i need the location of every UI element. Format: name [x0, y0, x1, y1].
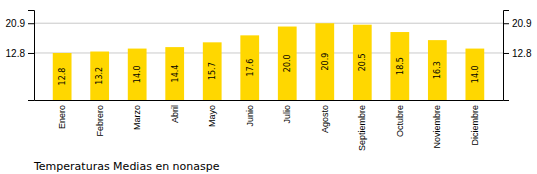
y2-tick: 20.9	[503, 18, 532, 29]
bar	[165, 47, 184, 100]
x-tick: Mayo	[207, 105, 217, 127]
bar	[390, 32, 409, 100]
bar	[240, 35, 259, 100]
data-label: 18.5	[396, 57, 405, 75]
bar	[128, 49, 147, 100]
data-label: 20.9	[321, 53, 330, 71]
x-tick: Diciembre	[470, 105, 480, 146]
grid-line	[34, 23, 503, 24]
data-label: 16.3	[433, 61, 442, 79]
y2-tick-label: 12.8	[512, 48, 532, 59]
x-tick-label: Abril	[170, 105, 180, 123]
data-label: 13.2	[95, 67, 104, 85]
data-label: 15.7	[208, 62, 217, 80]
x-tick-label: Enero	[57, 105, 67, 129]
x-tick-label: Junio	[245, 105, 255, 127]
bar	[353, 25, 372, 100]
y2-tick-mark	[503, 23, 509, 24]
title: Temperaturas Medias en nonaspe	[33, 160, 220, 173]
bar	[203, 42, 222, 100]
bar	[465, 49, 484, 100]
data-label: 20.5	[358, 53, 367, 71]
data-label: 17.6	[246, 59, 255, 77]
x-tick: Enero	[57, 105, 67, 129]
x-tick: Junio	[245, 105, 255, 127]
x-tick-label: Julio	[282, 105, 292, 124]
y2-axis: 12.8 20.9	[503, 11, 532, 101]
bar	[53, 53, 72, 100]
x-tick: Noviembre	[432, 105, 442, 149]
x-tick-label: Noviembre	[432, 105, 442, 149]
plot: 12.8 13.2 14.0 14.4 15.7 17.6 20.0 20.9 20.5 18.5…	[6, 11, 532, 152]
y-tick-mark	[28, 53, 34, 54]
y-axis: 12.8 20.9	[6, 11, 35, 101]
y-tick-mark	[28, 23, 34, 24]
y-axis-line	[28, 11, 35, 101]
data-label: 20.0	[283, 54, 292, 72]
y2-tick-mark	[503, 53, 509, 54]
x-tick: Julio	[282, 105, 292, 124]
x-tick: Febrero	[95, 105, 105, 137]
bar	[278, 27, 297, 100]
data-label: 14.0	[133, 65, 142, 83]
x-tick-label: Septiembre	[357, 105, 367, 151]
x-tick-label: Diciembre	[470, 105, 480, 146]
x-axis-line	[35, 100, 504, 101]
bars	[53, 23, 484, 100]
y2-tick: 12.8	[503, 48, 532, 59]
y-tick-label: 20.9	[6, 18, 26, 29]
x-tick-label: Agosto	[320, 105, 330, 133]
x-tick-label: Octubre	[395, 105, 405, 137]
y-tick-label: 12.8	[6, 48, 26, 59]
chart: 12.8 13.2 14.0 14.4 15.7 17.6 20.0 20.9 20.5 18.5…	[0, 0, 537, 174]
x-tick-label: Febrero	[95, 105, 105, 137]
x-tick-label: Mayo	[207, 105, 217, 127]
x-axis: Enero Febrero Marzo Abril Mayo Junio Julio Agos…	[35, 101, 504, 152]
bar	[428, 40, 447, 100]
x-tick-label: Marzo	[132, 105, 142, 130]
y-tick: 20.9	[6, 18, 34, 29]
x-tick: Agosto	[320, 105, 330, 133]
y2-axis-line	[504, 11, 510, 101]
x-tick: Marzo	[132, 105, 142, 130]
x-tick: Septiembre	[357, 105, 367, 151]
x-tick: Octubre	[395, 105, 405, 137]
data-label: 14.4	[171, 65, 180, 83]
data-label: 12.8	[58, 68, 67, 86]
y2-tick-label: 20.9	[512, 18, 532, 29]
y-tick: 12.8	[6, 48, 34, 59]
x-tick: Abril	[170, 105, 180, 123]
bar	[315, 23, 334, 100]
data-label: 14.0	[471, 65, 480, 83]
data-labels: 12.8 13.2 14.0 14.4 15.7 17.6 20.0 20.9 20.5 18.5…	[58, 53, 480, 86]
bar	[90, 52, 109, 100]
